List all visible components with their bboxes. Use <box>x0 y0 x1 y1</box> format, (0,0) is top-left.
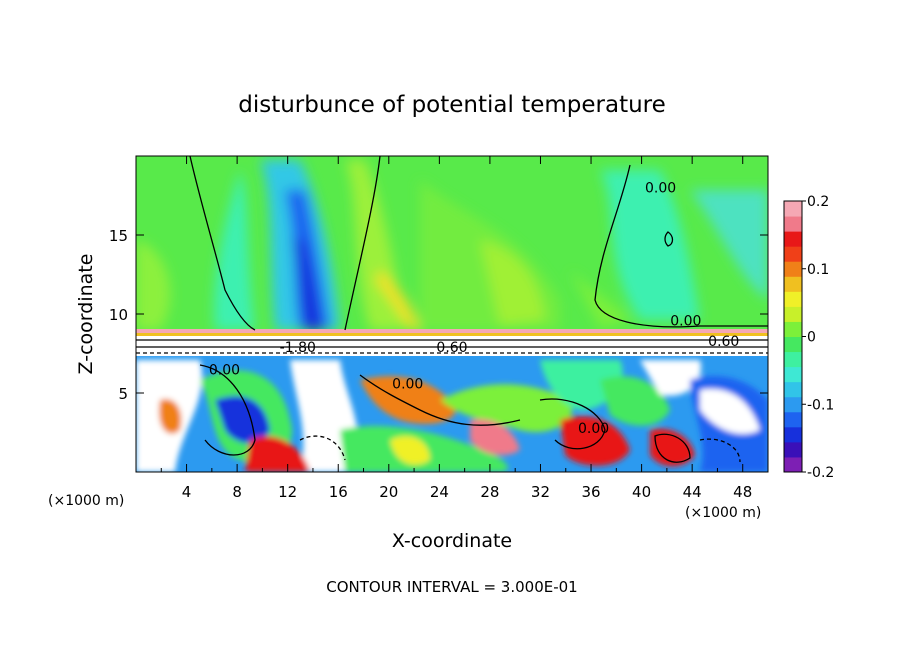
colorbar-tick-label: 0.2 <box>807 194 829 210</box>
y-tick-label: 5 <box>118 385 128 403</box>
colorbar-segment <box>784 231 802 247</box>
interface-white-band <box>136 336 768 356</box>
colorbar-segment <box>784 261 802 277</box>
x-tick-label: 4 <box>182 483 192 501</box>
colorbar-segment <box>784 426 802 443</box>
lower-layer-eddies <box>136 360 768 472</box>
x-tick-label: 8 <box>232 483 242 501</box>
y-tick-label: 10 <box>109 306 128 324</box>
colorbar-segment <box>784 276 802 292</box>
x-tick-label: 24 <box>430 483 449 501</box>
colorbar-segment <box>784 291 802 307</box>
x-tick-label: 20 <box>379 483 398 501</box>
colorbar-segment <box>784 336 802 353</box>
interface-yellow-band <box>136 333 768 336</box>
x-tick-label: 28 <box>480 483 499 501</box>
colorbar-tick-label: 0.1 <box>807 262 829 278</box>
contour-label: 0.00 <box>645 181 676 197</box>
contour-label: 0.00 <box>670 313 701 329</box>
colorbar-segment <box>784 201 802 217</box>
x-unit-left: (×1000 m) <box>48 493 124 509</box>
interface-pink-band <box>136 329 768 333</box>
plot-area <box>136 156 768 472</box>
contour-interval-footer: CONTOUR INTERVAL = 3.000E-01 <box>326 578 577 596</box>
x-tick-label: 40 <box>632 483 651 501</box>
contour-label: 0.00 <box>209 362 240 378</box>
x-axis-ticks: 4 8 12 16 20 24 28 32 36 40 44 48 <box>160 156 752 501</box>
colorbar-tick-label: 0 <box>807 330 816 346</box>
x-axis-label: X-coordinate <box>392 530 512 552</box>
colorbar-segment <box>784 351 802 368</box>
colorbar-tick-label: -0.2 <box>807 465 834 481</box>
colorbar-segment <box>784 366 802 383</box>
colorbar-segment <box>784 216 802 232</box>
x-tick-label: 36 <box>581 483 600 501</box>
colorbar: -0.2 -0.1 0 0.1 0.2 <box>783 194 834 481</box>
x-tick-label: 44 <box>683 483 702 501</box>
x-unit-right: (×1000 m) <box>685 505 761 521</box>
colorbar-segment <box>784 381 802 398</box>
contour-label: 0.00 <box>392 377 423 393</box>
colorbar-segment <box>784 246 802 262</box>
colorbar-segment <box>784 396 802 413</box>
colorbar-segment <box>784 411 802 428</box>
contour-label: 0.00 <box>578 421 609 437</box>
colorbar-segment <box>784 306 802 322</box>
x-tick-label: 48 <box>733 483 752 501</box>
x-tick-label: 16 <box>329 483 348 501</box>
x-tick-label: 12 <box>278 483 297 501</box>
y-axis-ticks: 5 10 15 <box>109 227 768 403</box>
upper-layer-variations <box>136 160 768 330</box>
contour-labels: 0.00 0.60 0.60 -1.80 0.00 0.00 0.00 0.00 <box>209 181 739 437</box>
colorbar-segment <box>784 456 802 473</box>
y-tick-label: 15 <box>109 227 128 245</box>
x-tick-label: 32 <box>531 483 550 501</box>
y-axis-label: Z-coordinate <box>75 254 97 375</box>
contour-label: -1.80 <box>280 340 316 356</box>
contour-lines <box>136 156 768 463</box>
colorbar-tick-label: -0.1 <box>807 397 834 413</box>
chart-title: disturbunce of potential temperature <box>238 92 666 118</box>
colorbar-segment <box>784 441 802 458</box>
colorbar-segment <box>784 321 802 337</box>
contour-label: 0.60 <box>708 334 739 350</box>
contour-label: 0.60 <box>436 340 467 356</box>
